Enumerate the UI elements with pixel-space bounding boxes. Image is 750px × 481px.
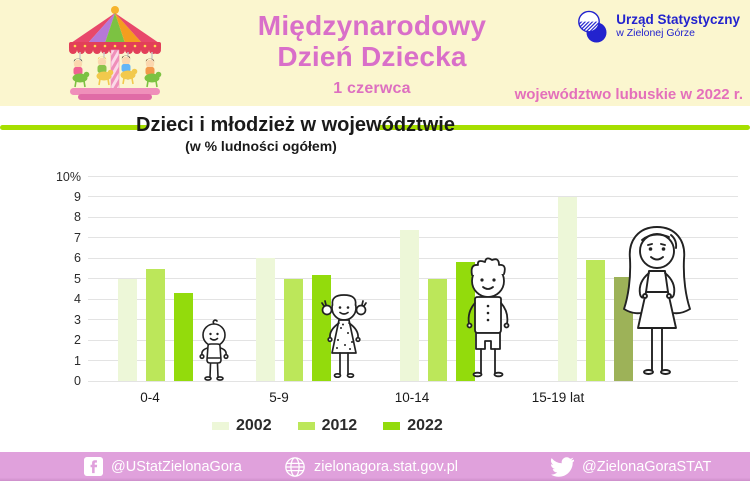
website-link[interactable]: zielonagora.stat.gov.pl [284,452,458,481]
carousel-illustration [69,6,162,100]
bar-2022-10-14 [456,262,475,381]
facebook-handle: @UStatZielonaGora [111,458,242,475]
statistical-office-logo[interactable]: Urząd Statystyczny w Zielonej Górze [575,9,740,43]
chart-legend: 2002 2012 2022 [212,417,443,435]
divider-line-right [378,125,750,130]
website-url: zielonagora.stat.gov.pl [314,458,459,475]
y-axis-tick: 1 [74,353,81,368]
divider-line-left [0,125,148,130]
legend-swatch [383,422,401,430]
logo-mark-icon [578,10,607,43]
y-axis-tick: 10% [55,169,81,184]
bar-2002-15-19 lat [558,197,577,381]
gridline [88,176,738,177]
logo-org-city: w Zielonej Górze [616,26,695,39]
y-axis-tick: 3 [74,312,81,327]
y-axis-tick: 5 [74,271,81,286]
y-axis-tick: 7 [74,230,81,245]
facebook-link[interactable]: @UStatZielonaGora [84,452,242,481]
y-axis-tick: 9 [74,189,81,204]
young-girl-illustration [321,294,367,379]
y-axis-tick: 6 [74,251,81,266]
y-axis-tick: 0 [74,374,81,388]
legend-item-2002: 2002 [212,417,272,435]
y-axis-tick: 8 [74,210,81,225]
page-title-line2: Dzień Dziecka [277,41,467,72]
chart-title: Dzieci i młodzież w województwie [136,114,455,136]
legend-item-2022: 2022 [383,417,443,435]
twitter-icon [550,456,574,477]
globe-icon [285,456,305,477]
twitter-handle: @ZielonaGoraSTAT [582,458,712,475]
chart-title-block: Dzieci i młodzież w województwie (w % lu… [136,114,455,154]
x-axis-label: 5-9 [269,390,289,405]
bar-2012-10-14 [428,279,447,381]
bar-2012-5-9 [284,279,303,381]
legend-label: 2002 [236,417,272,434]
x-axis-label: 0-4 [140,390,160,405]
bar-2022-0-4 [174,293,193,381]
legend-swatch [297,422,315,430]
page-title-line1: Międzynarodowy [257,10,487,41]
logo-org-name: Urząd Statystyczny [616,12,740,28]
legend-swatch [212,422,229,430]
bar-2022-5-9 [312,275,331,381]
legend-item-2012: 2012 [297,417,358,435]
date-subtitle: 1 czerwca [333,80,411,97]
region-note: województwo lubuskie w 2022 r. [514,86,743,103]
page-title: Międzynarodowy Dzień Dziecka 1 czerwca [236,10,508,104]
baby-illustration [199,319,229,381]
boy-illustration [466,257,510,378]
bar-2002-10-14 [400,230,419,381]
chart-subtitle: (w % ludności ogółem) [185,138,337,154]
teenage-girl-illustration [623,226,691,375]
legend-label: 2012 [321,417,358,434]
twitter-link[interactable]: @ZielonaGoraSTAT [550,452,711,481]
x-axis-label: 15-19 lat [531,390,585,405]
gridline [88,380,738,382]
gridline [88,196,738,198]
bar-2002-0-4 [118,279,137,381]
y-axis-tick: 2 [74,333,81,348]
footer-bar: @UStatZielonaGora zielonagora.stat.gov.p… [0,452,750,481]
header: Międzynarodowy Dzień Dziecka 1 czerwca U… [0,0,750,106]
bar-2002-5-9 [256,258,275,381]
x-axis-label: 10-14 [394,390,430,405]
bar-2012-0-4 [146,269,165,381]
legend-label: 2022 [407,417,443,434]
bar-2012-15-19 lat [586,260,605,381]
logo-text: Urząd Statystyczny w Zielonej Górze [616,13,740,38]
facebook-icon [84,457,103,476]
gridline [88,216,738,218]
y-axis-tick: 4 [74,292,81,307]
